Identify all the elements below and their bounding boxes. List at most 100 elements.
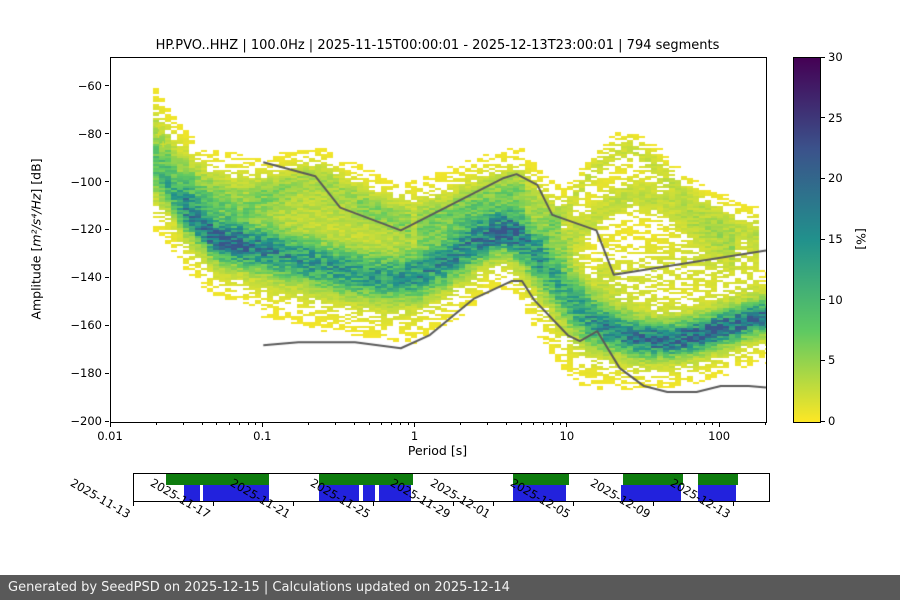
colorbar-tick-label: 30 [828,50,843,64]
psd-coverage-blue-segment [379,485,411,501]
x-minor-tick-mark [460,423,462,425]
y-tick-mark [105,181,109,183]
timeline-tick-mark [212,502,214,506]
data-availability-green-segment [318,474,413,485]
y-tick-mark [105,85,109,87]
timeline-date-text: 2025-11-13 [68,475,133,522]
x-tick-mark [261,423,263,427]
x-tick-label: 10 [559,429,575,443]
x-tick-label: 100 [708,429,731,443]
y-tick-mark [105,420,109,422]
colorbar-tick-mark [821,299,825,301]
timeline-tick-mark [732,502,734,506]
psd-coverage-blue-segment [318,485,359,501]
psd-coverage-blue-segment [184,485,201,501]
x-tick-label: 1 [410,429,419,443]
x-minor-tick-mark [228,423,230,425]
x-minor-tick-mark [182,423,184,425]
colorbar-tick-label: 5 [828,353,836,368]
timeline-tick-mark [132,502,134,506]
x-minor-tick-mark [368,423,370,425]
x-minor-tick-mark [238,423,240,425]
colorbar-label: [%] [853,228,869,250]
x-minor-tick-mark [559,423,561,425]
x-tick-label: 0.01 [97,429,123,443]
x-minor-tick-mark [658,423,660,425]
y-tick-label: −140 [70,270,102,285]
y-tick-label: −120 [70,222,102,237]
psd-coverage-blue-segment [203,485,270,501]
x-minor-tick-mark [543,423,545,425]
colorbar-tick-label: 15 [828,232,843,246]
y-tick-label: −180 [70,366,102,381]
timeline-tick-mark [652,502,654,506]
y-tick-mark [105,276,109,278]
x-minor-tick-mark [765,423,766,425]
x-minor-tick-mark [308,423,310,425]
x-minor-tick-mark [353,423,355,425]
x-axis-label: Period [s] [407,443,468,458]
colorbar-tick-mark [821,238,825,240]
x-minor-tick-mark [407,423,409,425]
timeline-tick-mark [372,502,374,506]
y-axis-label-prefix: Amplitude [ [28,246,44,320]
x-tick-mark [566,423,568,427]
chart-title: HP.PVO..HHZ | 100.0Hz | 2025-11-15T00:00… [155,38,720,53]
psd-coverage-blue-segment [621,485,681,501]
colorbar-tick-mark [821,420,825,422]
x-minor-tick-mark [334,423,336,425]
colorbar-tick-label: 25 [828,110,843,125]
footer-text: Generated by SeedPSD on 2025-12-15 | Cal… [8,580,510,595]
x-tick-mark [718,423,720,427]
x-minor-tick-mark [533,423,535,425]
psd-coverage-blue-segment [363,485,376,501]
y-tick-mark [105,228,109,230]
colorbar-tick-mark [821,177,825,179]
x-minor-tick-mark [673,423,675,425]
x-minor-tick-mark [695,423,697,425]
x-minor-tick-mark [506,423,508,425]
timeline-tick-mark [452,502,454,506]
data-availability-green-segment [165,474,270,485]
psd-coverage-blue-segment [513,485,566,501]
data-availability-green-segment [622,474,684,485]
y-tick-label: −60 [77,78,102,93]
x-minor-tick-mark [704,423,706,425]
data-availability-green-segment [697,474,738,485]
x-minor-tick-mark [521,423,523,425]
y-tick-mark [105,372,109,374]
x-minor-tick-mark [487,423,489,425]
colorbar-tick-label: 20 [828,171,843,186]
x-minor-tick-mark [712,423,714,425]
timeline-tick-mark [292,502,294,506]
x-minor-tick-mark [247,423,249,425]
data-availability-green-segment [513,474,569,485]
x-tick-label: 0.1 [253,429,272,443]
x-minor-tick-mark [380,423,382,425]
timeline-availability-bar [133,473,770,502]
x-minor-tick-mark [255,423,257,425]
x-minor-tick-mark [201,423,203,425]
x-tick-mark [414,423,416,427]
x-minor-tick-mark [216,423,218,425]
timeline-tick-mark [572,502,574,506]
y-tick-label: −160 [70,318,102,333]
colorbar-tick-label: 10 [828,292,843,307]
colorbar [793,57,821,423]
plot-area [110,57,767,423]
y-axis-label-math: m²/s⁴/Hz [28,193,44,247]
x-minor-tick-mark [685,423,687,425]
colorbar-tick-mark [821,117,825,119]
x-minor-tick-mark [155,423,157,425]
x-minor-tick-mark [612,423,614,425]
colorbar-tick-label: 0 [828,414,836,428]
colorbar-tick-mark [821,359,825,361]
footer-bar: Generated by SeedPSD on 2025-12-15 | Cal… [0,575,900,600]
timeline-tick-mark [492,502,494,506]
y-tick-label: −200 [70,414,102,428]
colorbar-tick-mark [821,56,825,58]
y-tick-label: −80 [77,126,102,141]
y-axis-label: Amplitude [m²/s⁴/Hz] [dB] [29,158,44,319]
x-minor-tick-mark [639,423,641,425]
